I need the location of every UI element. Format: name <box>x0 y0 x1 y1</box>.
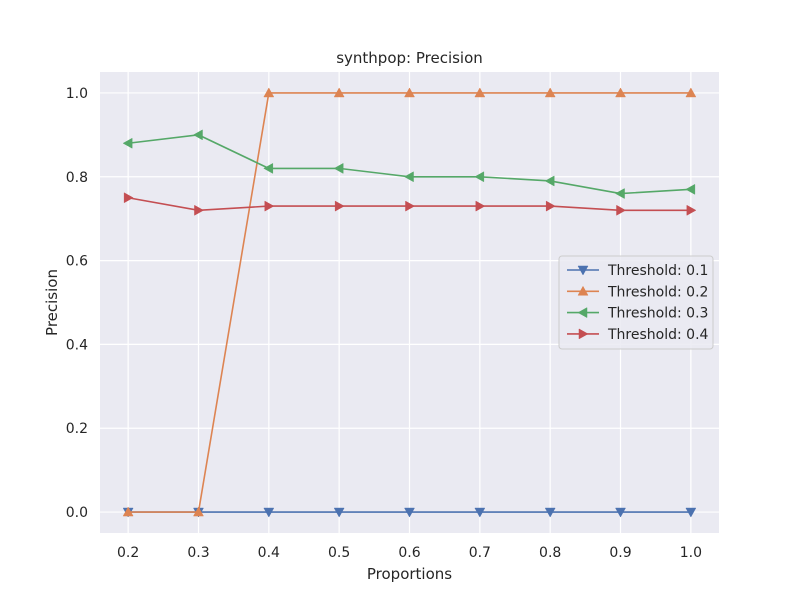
data-point <box>333 87 345 98</box>
data-point <box>263 162 274 174</box>
series-threshold-3 <box>122 129 696 199</box>
legend-marker <box>577 265 589 276</box>
x-tick-label: 0.9 <box>609 545 631 561</box>
legend-entry: Threshold: 0.3 <box>567 306 708 322</box>
x-tick-label: 0.4 <box>258 545 280 561</box>
series-threshold-2 <box>122 87 697 517</box>
y-axis-ticks: 0.0 0.2 0.4 0.6 0.8 1.0 <box>66 86 88 521</box>
legend-marker <box>577 307 588 319</box>
legend-marker <box>577 285 589 296</box>
x-axis-ticks: 0.2 0.3 0.4 0.5 0.6 0.7 0.8 0.9 1.0 <box>117 545 702 561</box>
data-point <box>334 200 345 212</box>
data-point <box>685 507 697 518</box>
legend-box <box>558 255 714 350</box>
data-point <box>194 204 204 216</box>
legend-entry: Threshold: 0.4 <box>567 327 709 343</box>
data-point <box>122 506 134 517</box>
data-point <box>544 87 556 98</box>
y-tick-label: 0.6 <box>66 254 88 270</box>
data-point <box>615 507 626 518</box>
x-axis-label: Proportions <box>367 565 452 583</box>
data-point <box>615 87 626 98</box>
legend-entry: Threshold: 0.2 <box>567 284 708 300</box>
chart-title: synthpop: Precision <box>336 49 483 67</box>
data-point <box>686 204 697 216</box>
legend-marker <box>578 328 589 340</box>
data-point <box>403 171 414 183</box>
y-tick-label: 0.0 <box>66 505 88 521</box>
y-tick-label: 0.8 <box>66 170 88 186</box>
y-axis-label: Precision <box>43 269 61 336</box>
series-threshold-1 <box>122 507 697 518</box>
data-point <box>263 87 275 98</box>
x-tick-label: 0.6 <box>398 545 420 561</box>
legend: Threshold: 0.1 Threshold: 0.2 Threshold: 0… <box>558 255 714 350</box>
x-tick-label: 0.7 <box>469 545 491 561</box>
data-point <box>193 506 204 517</box>
legend-label: Threshold: 0.4 <box>607 327 709 343</box>
data-point <box>122 137 133 149</box>
data-point <box>123 192 134 204</box>
data-point <box>474 507 486 518</box>
data-point <box>192 129 203 141</box>
data-point <box>685 87 697 98</box>
data-point <box>685 183 696 195</box>
data-point <box>474 171 485 183</box>
data-point <box>333 162 344 174</box>
y-tick-label: 0.2 <box>66 421 88 437</box>
y-tick-label: 1.0 <box>66 86 88 102</box>
data-point <box>544 175 555 187</box>
data-point <box>544 507 556 518</box>
data-point <box>263 507 275 518</box>
data-point <box>616 204 627 216</box>
x-tick-label: 0.3 <box>187 545 209 561</box>
series-threshold-4 <box>123 192 697 216</box>
legend-entry: Threshold: 0.1 <box>567 263 708 279</box>
data-point <box>475 200 486 212</box>
data-point <box>615 188 625 199</box>
legend-label: Threshold: 0.3 <box>607 306 708 322</box>
data-point <box>474 87 486 98</box>
data-point <box>264 200 275 212</box>
legend-label: Threshold: 0.1 <box>607 263 708 279</box>
x-tick-label: 1.0 <box>680 545 702 561</box>
data-point <box>405 200 416 212</box>
legend-label: Threshold: 0.2 <box>607 284 708 300</box>
data-point <box>404 87 415 98</box>
series-layer <box>122 87 697 518</box>
x-tick-label: 0.8 <box>539 545 561 561</box>
x-tick-label: 0.5 <box>328 545 350 561</box>
y-tick-label: 0.4 <box>66 337 88 353</box>
data-point <box>333 507 345 518</box>
data-point <box>545 200 556 212</box>
x-tick-label: 0.2 <box>117 545 139 561</box>
data-point <box>404 507 415 518</box>
